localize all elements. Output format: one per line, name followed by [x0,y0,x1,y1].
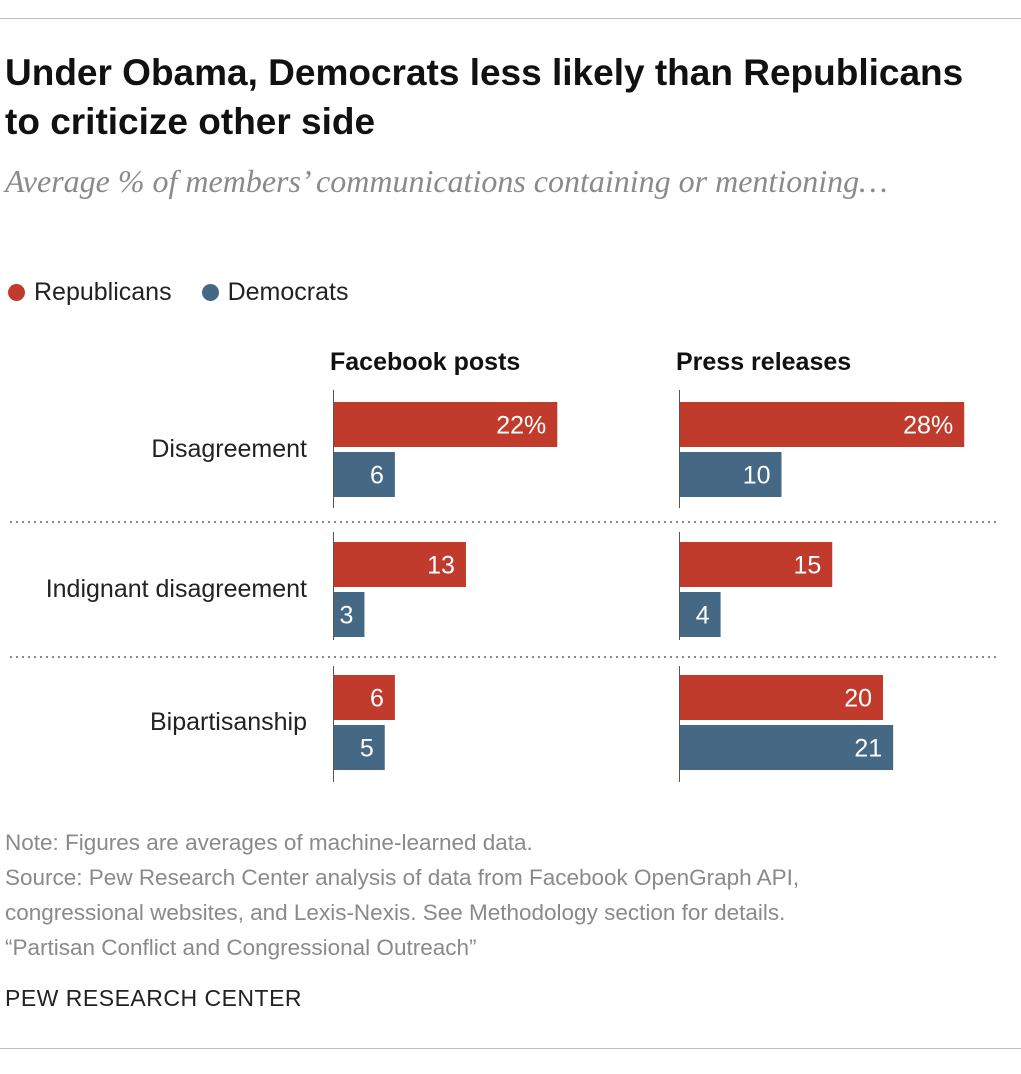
legend: Republicans Democrats [8,278,378,307]
bar-label-republicans-indignant-disagreement-facebook-posts: 13 [427,552,455,580]
report-title-line: “Partisan Conflict and Congressional Out… [5,935,477,960]
bar-label-democrats-disagreement-press-releases: 10 [743,462,771,490]
bar-republicans-bipartisanship-facebook-posts [334,675,395,720]
bar-label-democrats-indignant-disagreement-facebook-posts: 3 [340,602,354,630]
bar-label-republicans-indignant-disagreement-press-releases: 15 [793,552,821,580]
source-line: Source: Pew Research Center analysis of … [5,865,800,890]
panel-title-press-releases: Press releases [676,348,851,376]
bar-label-democrats-disagreement-facebook-posts: 6 [370,462,384,490]
panel-title-facebook-posts: Facebook posts [330,348,520,376]
category-label-bipartisanship: Bipartisanship [150,708,307,736]
source-line: congressional websites, and Lexis-Nexis.… [5,900,786,925]
bar-democrats-indignant-disagreement-press-releases [680,592,721,637]
bar-democrats-indignant-disagreement-facebook-posts [334,592,365,637]
bar-label-republicans-disagreement-press-releases: 28% [903,412,953,440]
bar-label-democrats-bipartisanship-facebook-posts: 5 [360,735,374,763]
bar-republicans-bipartisanship-press-releases [680,675,883,720]
bar-democrats-disagreement-facebook-posts [334,452,395,497]
legend-item-republicans: Republicans [8,278,172,307]
bar-chart: Disagreement Indignant disagreement Bipart… [10,348,1000,782]
bar-democrats-bipartisanship-facebook-posts [334,725,385,770]
legend-dot-republicans [8,284,25,301]
chart-title: Under Obama, Democrats less likely than … [5,52,964,142]
note-line: Note: Figures are averages of machine-le… [5,830,533,855]
bar-democrats-bipartisanship-press-releases [680,725,894,770]
legend-item-democrats: Democrats [201,278,349,307]
bar-label-democrats-indignant-disagreement-press-releases: 4 [696,602,710,630]
legend-dot-democrats [201,284,219,301]
bar-democrats-disagreement-press-releases [680,452,782,497]
bottom-rule [0,1048,1021,1049]
bar-republicans-disagreement-press-releases [680,402,965,447]
chart-subtitle: Average % of members’ communications con… [5,163,888,199]
top-rule [0,18,1021,19]
bar-label-republicans-bipartisanship-facebook-posts: 6 [370,685,384,713]
bar-republicans-indignant-disagreement-press-releases [680,542,833,587]
bar-republicans-indignant-disagreement-facebook-posts [334,542,466,587]
legend-label-democrats: Democrats [227,278,349,306]
bar-label-democrats-bipartisanship-press-releases: 21 [854,735,882,763]
brand-logo-text: PEW RESEARCH CENTER [5,985,303,1011]
bar-label-republicans-disagreement-facebook-posts: 22% [496,412,546,440]
category-label-indignant-disagreement: Indignant disagreement [46,575,307,603]
category-label-disagreement: Disagreement [151,435,307,463]
notes: Note: Figures are averages of machine-le… [5,825,1015,965]
bar-republicans-disagreement-facebook-posts [334,402,558,447]
bar-label-republicans-bipartisanship-press-releases: 20 [844,685,872,713]
legend-label-republicans: Republicans [34,278,172,306]
